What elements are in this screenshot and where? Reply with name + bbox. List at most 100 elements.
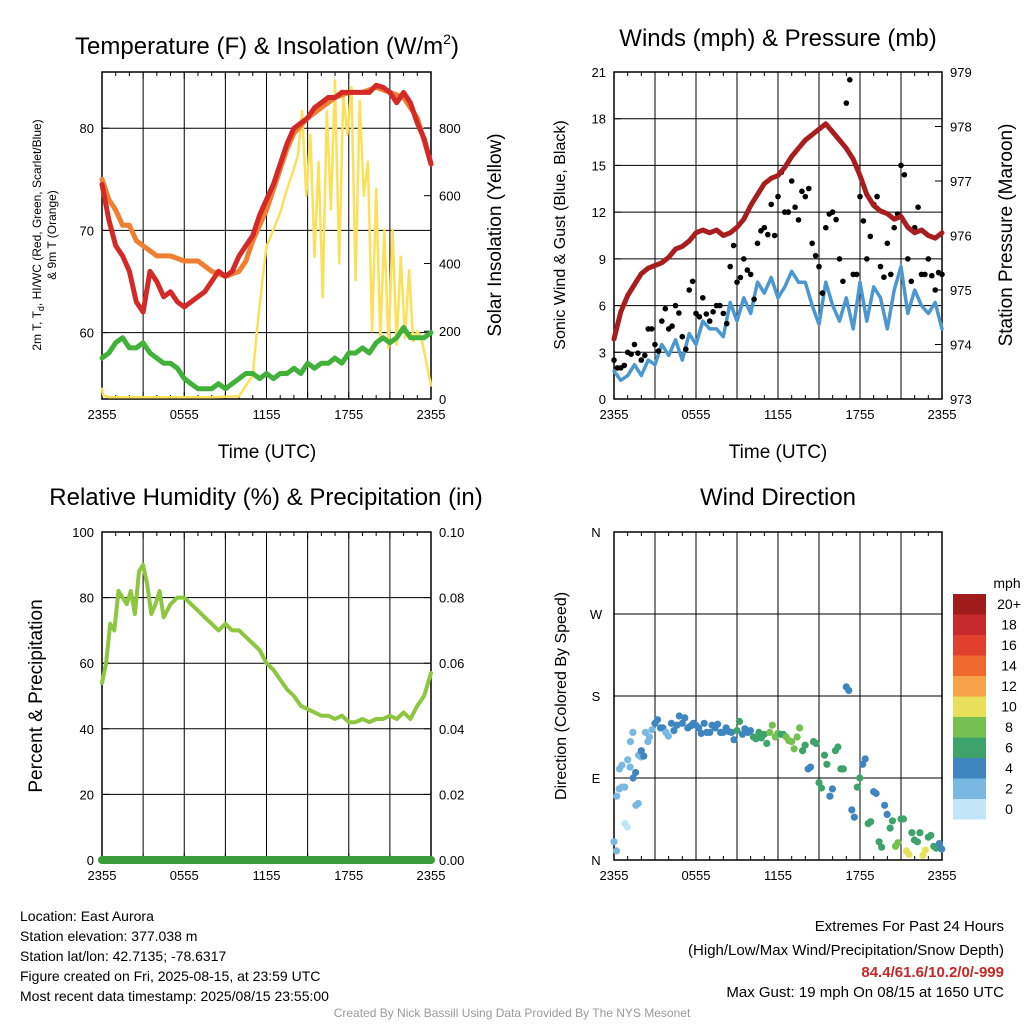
direction-point [899, 815, 908, 823]
y-tick-label: 70 [80, 223, 94, 238]
gust-point [939, 271, 945, 278]
y2-tick-label: 600 [439, 189, 461, 204]
direction-point [624, 756, 632, 764]
y-axis-label: Percent & Precipitation [26, 599, 47, 792]
y-tick-label: 6 [599, 299, 606, 314]
direction-point [905, 850, 913, 859]
legend-swatch [953, 717, 986, 738]
gust-point [922, 271, 928, 278]
gust-point [741, 256, 747, 262]
gust-point [785, 209, 792, 215]
gust-point [884, 240, 891, 247]
legend-swatch [953, 737, 986, 758]
pressure-line [611, 121, 945, 342]
x-tick-label: 2355 [600, 868, 629, 883]
y-tick-label: 9 [599, 252, 606, 267]
y-tick-label: 0 [87, 853, 94, 868]
gust-point [635, 350, 641, 357]
gust-point [802, 193, 809, 200]
y-tick-label: 80 [80, 591, 94, 606]
dewpoint-line [99, 325, 434, 392]
gust-point [843, 100, 850, 106]
direction-point [678, 719, 686, 727]
gust-point [676, 310, 682, 316]
gust-point [915, 204, 921, 210]
gust-point [642, 352, 648, 359]
gust-point [925, 256, 932, 262]
gust-point [816, 263, 822, 270]
temp-2m-line [99, 82, 434, 315]
direction-point [839, 765, 847, 773]
direction-point [883, 810, 891, 819]
gust-point [795, 217, 802, 223]
direction-point [801, 741, 809, 749]
x-tick-label: 1755 [334, 407, 363, 422]
y-tick-label: W [590, 607, 603, 622]
legend-title: mph [993, 575, 1020, 591]
direction-point [760, 730, 768, 738]
y2-tick-label: 977 [950, 174, 972, 189]
y-tick-label: 40 [80, 722, 94, 737]
gust-point [744, 267, 751, 273]
gust-point [737, 274, 744, 281]
gust-point [857, 193, 863, 200]
direction-point [675, 712, 683, 720]
direction-point [913, 838, 922, 846]
gust-point [683, 346, 689, 353]
direction-point [790, 745, 798, 753]
y-axis-label: 2m T, Td, HI/WC (Red, Green, Scarlet/Blu… [30, 119, 46, 350]
x-tick-label: 1755 [846, 407, 875, 422]
plot-frame [101, 71, 432, 400]
legend-swatch [953, 635, 986, 656]
gust-point [652, 341, 658, 348]
direction-point [629, 774, 637, 782]
legend-swatch [953, 778, 986, 799]
rh-line [100, 562, 433, 725]
gust-point [765, 231, 771, 238]
direction-point [875, 838, 883, 846]
gust-point [703, 311, 710, 317]
direction-point [894, 839, 902, 847]
direction-point [927, 831, 935, 840]
humidity-panel: 2355 0555 1155 1755 23550204060801000.000.02… [26, 484, 483, 883]
direction-point [834, 743, 842, 751]
direction-point [632, 768, 640, 777]
x-axis-label: Time (UTC) [729, 442, 828, 463]
y2-tick-label: 200 [439, 324, 461, 339]
direction-point [799, 747, 807, 755]
legend-label: 2 [1005, 781, 1013, 797]
direction-point [861, 755, 869, 763]
recent-data-text: Most recent data timestamp: 2025/08/15 2… [20, 988, 329, 1004]
y-tick-label: 80 [80, 121, 94, 136]
y-tick-label: S [592, 689, 601, 704]
direction-point [626, 763, 634, 771]
direction-point [653, 716, 662, 724]
direction-point [919, 851, 927, 860]
direction-point [812, 739, 820, 748]
direction-point [610, 838, 618, 846]
chart-title: Winds (mph) & Pressure (mb) [619, 25, 936, 52]
gust-point [874, 193, 880, 200]
y2-tick-label: 0 [439, 392, 446, 407]
extremes-subtitle: (High/Low/Max Wind/Precipitation/Snow De… [688, 942, 1004, 959]
direction-point [618, 761, 626, 769]
y-tick-label: 3 [599, 345, 606, 360]
gust-point [706, 318, 713, 324]
x-tick-label: 0555 [682, 868, 711, 883]
direction-point [878, 843, 886, 851]
gust-point [829, 209, 836, 215]
direction-point [752, 735, 760, 743]
chart-title: Wind Direction [700, 484, 856, 511]
gust-point [696, 314, 703, 320]
credit-text: Created By Nick Bassill Using Data Provi… [333, 1006, 691, 1020]
x-tick-label: 2355 [928, 407, 957, 422]
direction-point [700, 719, 708, 727]
x-tick-label: 1155 [764, 868, 792, 883]
gust-point [891, 224, 897, 231]
y2-tick-label: 0.06 [439, 656, 464, 671]
legend-swatch [953, 614, 986, 635]
y-axis-label: Sonic Wind & Gust (Blue, Black) [552, 120, 569, 349]
sonic-wind-line [612, 264, 944, 383]
direction-point [845, 686, 853, 695]
gust-point [877, 263, 884, 270]
